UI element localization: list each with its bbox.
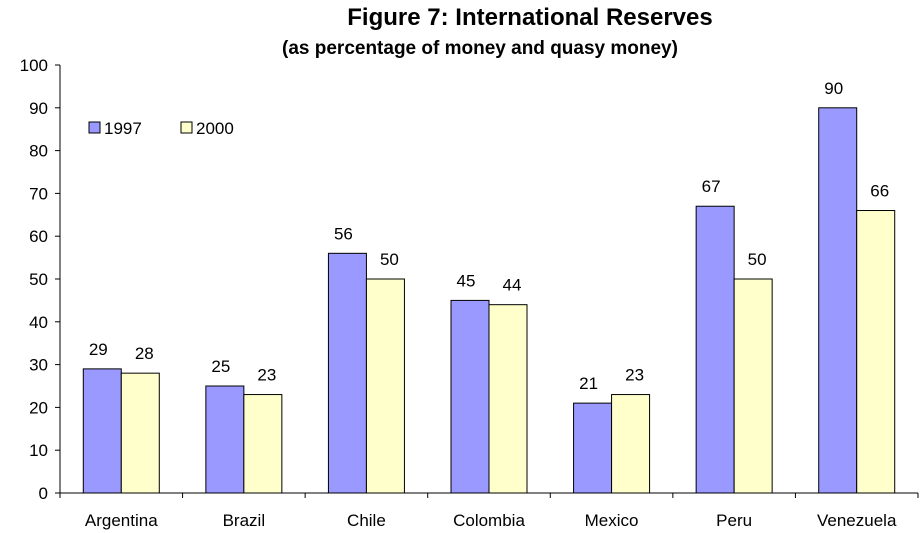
- y-tick-label: 20: [29, 398, 48, 417]
- data-label: 45: [457, 271, 476, 290]
- bar-1997: [818, 107, 858, 494]
- x-tick-label: Argentina: [85, 511, 158, 530]
- bar-2000: [856, 210, 896, 494]
- y-tick-label: 30: [29, 356, 48, 375]
- data-label: 25: [211, 357, 230, 376]
- data-label: 21: [579, 374, 598, 393]
- legend-label: 2000: [196, 119, 234, 138]
- legend-swatch-2000: [180, 121, 193, 134]
- y-tick-label: 50: [29, 270, 48, 289]
- data-label: 44: [503, 276, 522, 295]
- data-label: 50: [380, 250, 399, 269]
- y-tick-label: 70: [29, 184, 48, 203]
- bar-1997: [450, 299, 490, 494]
- data-labels: 29 28 25 23 56 50 45 44 21 23 67 50 90 66: [89, 79, 889, 393]
- x-tick-label: Venezuela: [817, 511, 897, 530]
- x-tick-label: Chile: [347, 511, 386, 530]
- y-tick-label: 60: [29, 227, 48, 246]
- bar-2000: [611, 394, 651, 494]
- bar-2000: [243, 394, 283, 494]
- x-tick-label: Mexico: [585, 511, 639, 530]
- axes: 0 10 20 30 40 50 60 70 80 90 100 Argentina Brazil Chi…: [20, 56, 919, 530]
- data-label: 90: [824, 79, 843, 98]
- legend-label: 1997: [104, 119, 142, 138]
- y-tick-label: 100: [20, 56, 48, 75]
- legend-swatch-1997: [88, 121, 101, 134]
- data-label: 28: [135, 344, 154, 363]
- bar-1997: [82, 368, 122, 494]
- x-tick-label: Brazil: [223, 511, 266, 530]
- data-label: 67: [702, 177, 721, 196]
- bar-2000: [488, 304, 528, 494]
- data-label: 66: [870, 182, 889, 201]
- legend: 1997 2000: [88, 119, 234, 138]
- bars: [82, 107, 896, 494]
- bar-1997: [205, 385, 245, 494]
- y-tick-label: 10: [29, 441, 48, 460]
- bar-2000: [733, 278, 773, 494]
- y-tick-label: 90: [29, 99, 48, 118]
- bar-2000: [365, 278, 405, 494]
- bar-2000: [120, 372, 160, 494]
- bar-1997: [695, 205, 735, 494]
- bar-1997: [573, 402, 613, 494]
- data-label: 23: [625, 366, 644, 385]
- chart-title: Figure 7: International Reserves: [347, 4, 713, 31]
- data-label: 56: [334, 224, 353, 243]
- y-tick-label: 80: [29, 142, 48, 161]
- x-tick-label: Colombia: [453, 511, 525, 530]
- bar-1997: [327, 252, 367, 494]
- y-tick-label: 40: [29, 313, 48, 332]
- data-label: 50: [748, 250, 767, 269]
- x-tick-label: Peru: [716, 511, 752, 530]
- y-tick-label: 0: [39, 484, 48, 503]
- chart-subtitle: (as percentage of money and quasy money): [282, 38, 678, 59]
- data-label: 29: [89, 340, 108, 359]
- data-label: 23: [257, 366, 276, 385]
